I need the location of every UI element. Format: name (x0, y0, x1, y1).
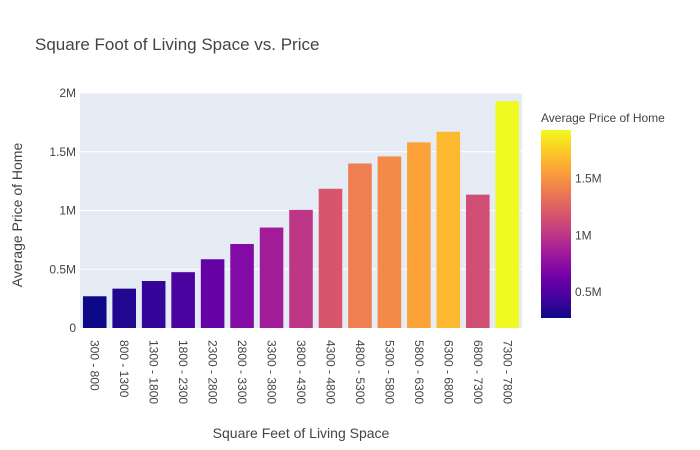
bar (259, 227, 284, 328)
x-tick-label: 6300 - 6800 (441, 340, 455, 404)
colorbar-title: Average Price of Home (541, 111, 665, 125)
x-tick-label: 1800 - 2300 (176, 340, 190, 404)
bar (495, 101, 520, 328)
x-axis-title: Square Feet of Living Space (213, 425, 390, 441)
colorbar-ticks: 0.5M 1M 1.5M (575, 172, 602, 299)
bar (436, 131, 461, 328)
bar (377, 156, 402, 328)
y-tick-label: 0 (69, 321, 76, 335)
colorbar-tick-label: 1.5M (575, 172, 602, 186)
x-tick-label: 1300 - 1800 (147, 340, 161, 404)
y-axis-title: Average Price of Home (9, 143, 25, 288)
x-tick-label: 4800 - 5300 (353, 340, 367, 404)
bar (230, 243, 254, 328)
colorbar (541, 130, 571, 318)
x-tick-label: 6800 - 7300 (471, 340, 485, 404)
colorbar-tick-label: 1M (575, 228, 592, 242)
y-tick-label: 1.5M (49, 145, 76, 159)
y-tick-label: 1M (59, 204, 76, 218)
x-tick-label: 2800 - 3300 (235, 340, 249, 404)
bars (82, 101, 520, 328)
x-tick-label: 5800 - 6300 (412, 340, 426, 404)
x-tick-label: 7300 - 7800 (500, 340, 514, 404)
y-axis-ticks: 0 0.5M 1M 1.5M 2M (49, 86, 76, 335)
y-tick-label: 2M (59, 86, 76, 100)
x-tick-label: 4300 - 4800 (323, 340, 337, 404)
bar (82, 296, 107, 328)
y-tick-label: 0.5M (49, 262, 76, 276)
x-tick-label: 2300 - 2800 (206, 340, 220, 404)
bar (141, 281, 166, 328)
x-tick-label: 3300 - 3800 (265, 340, 279, 404)
colorbar-tick-label: 0.5M (575, 285, 602, 299)
bar (407, 142, 431, 328)
chart-title: Square Foot of Living Space vs. Price (35, 35, 319, 54)
bar (289, 209, 313, 328)
bar (171, 272, 195, 328)
x-tick-label: 3800 - 4300 (294, 340, 308, 404)
x-tick-label: 5300 - 5800 (382, 340, 396, 404)
bar (348, 163, 372, 328)
x-tick-label: 800 - 1300 (117, 340, 131, 398)
bar (466, 194, 490, 328)
bar (112, 288, 136, 328)
bar (200, 259, 225, 328)
x-tick-label: 300 - 800 (88, 340, 102, 391)
bar (318, 188, 343, 328)
x-axis-ticks: 300 - 800 800 - 1300 1300 - 1800 1800 - 230… (88, 340, 515, 404)
